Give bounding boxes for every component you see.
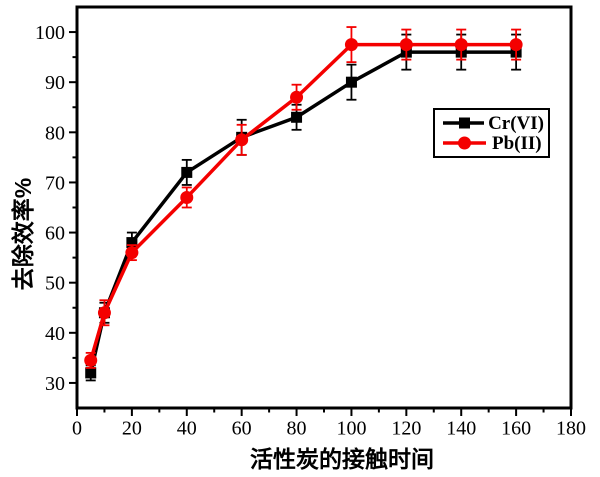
series-1-marker — [235, 133, 249, 147]
series-0-line — [88, 50, 518, 375]
y-tick-label: 100 — [35, 22, 65, 44]
series-1-marker — [399, 38, 413, 52]
x-axis-title: 活性炭的接触时间 — [250, 446, 434, 472]
chart-legend: Cr(VI) Pb(II) — [433, 108, 550, 158]
series-1-marker — [180, 190, 194, 204]
series-0-marker — [345, 76, 357, 88]
series-1-marker — [290, 90, 304, 104]
y-axis-title: 去除效率% — [10, 177, 36, 291]
x-tick-label: 160 — [501, 418, 531, 440]
x-tick-label: 0 — [72, 418, 82, 440]
x-tick-label: 140 — [446, 418, 476, 440]
x-tick-label: 180 — [556, 418, 586, 440]
y-tick-label: 60 — [45, 223, 65, 245]
legend-sample-pbii-line-circle-icon — [443, 136, 486, 150]
legend-item-crvi: Cr(VI) — [441, 113, 544, 133]
legend-sample-crvi-line-square-icon — [443, 117, 485, 129]
series-0-marker — [85, 367, 97, 379]
series-1-marker — [97, 306, 111, 320]
y-tick-label: 30 — [45, 373, 65, 395]
x-tick-label: 120 — [391, 418, 421, 440]
series-1-marker — [454, 38, 468, 52]
series-0-marker — [181, 166, 193, 178]
plot-frame — [75, 5, 573, 410]
series-0-marker — [291, 111, 303, 123]
x-tick-label: 20 — [122, 418, 142, 440]
series-1-marker — [344, 38, 358, 52]
x-tick-label: 100 — [336, 418, 366, 440]
y-tick-label: 90 — [45, 72, 65, 94]
series-1-marker — [509, 38, 523, 52]
x-tick-label: 40 — [177, 418, 197, 440]
series-1-marker — [84, 353, 98, 367]
y-tick-label: 70 — [45, 172, 65, 194]
legend-item-pbii: Pb(II) — [441, 133, 544, 153]
y-tick-label: 50 — [45, 273, 65, 295]
series-1-marker — [125, 246, 139, 260]
legend-label-crvi: Cr(VI) — [488, 112, 544, 134]
x-tick-label: 80 — [287, 418, 307, 440]
series-0-marker — [126, 237, 138, 249]
series-1-line — [88, 42, 518, 363]
y-tick-label: 40 — [45, 323, 65, 345]
legend-label-pbii: Pb(II) — [492, 132, 542, 154]
y-tick-label: 80 — [45, 122, 65, 144]
x-tick-label: 60 — [232, 418, 252, 440]
